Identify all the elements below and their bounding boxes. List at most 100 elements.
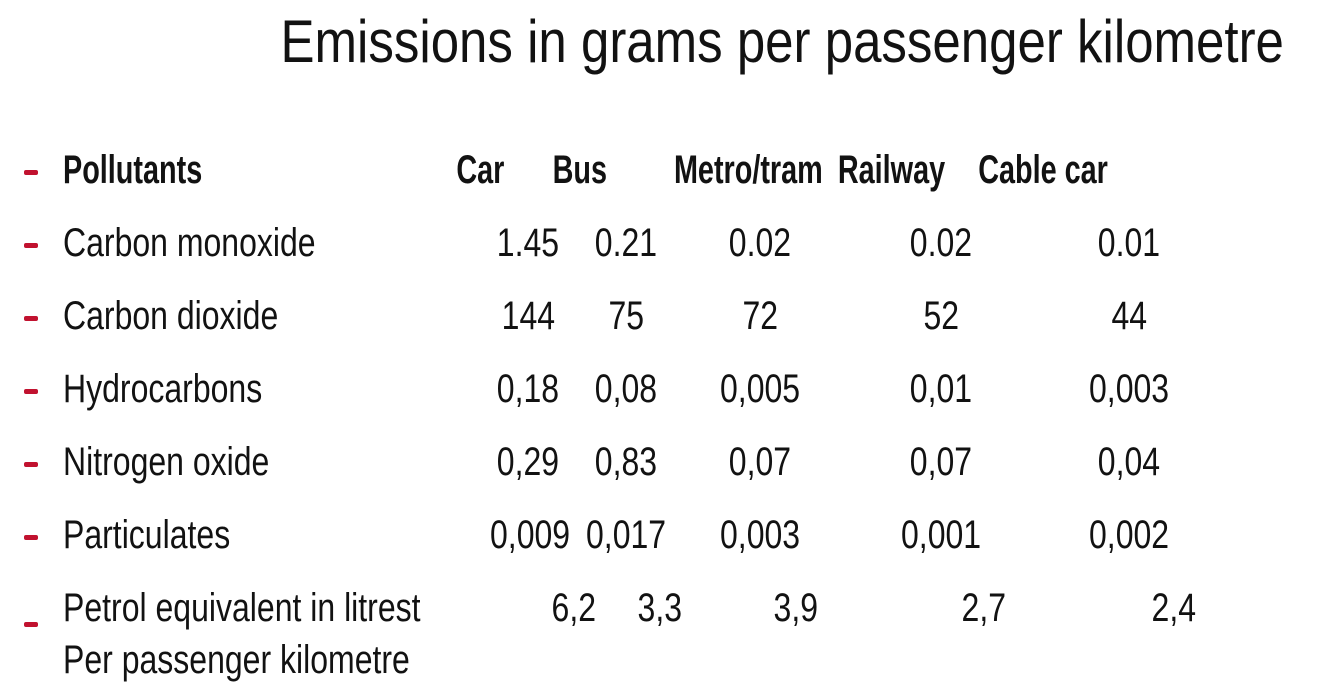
value-text: 6,2 [551, 586, 597, 630]
dash-bullet-icon [24, 242, 38, 248]
column-header-text: Pollutants [63, 148, 203, 192]
value-text: 0,07 [909, 440, 973, 484]
row-bullet-cell [0, 280, 40, 353]
value-cell: 0,07 [676, 426, 844, 499]
row-bullet-cell [0, 353, 40, 426]
value-cell: 2,7 [844, 572, 1038, 686]
value-text: 0,003 [1088, 367, 1170, 411]
value-text: 0,009 [490, 513, 571, 557]
pollutant-label: Nitrogen oxide [63, 440, 270, 484]
page-title: Emissions in grams per passenger kilomet… [192, 6, 1322, 78]
pollutant-label: Particulates [63, 513, 231, 557]
column-header-text: Metro/tram [673, 148, 823, 192]
value-text: 3,3 [637, 586, 683, 630]
pollutant-label-cell: Carbon dioxide [40, 280, 480, 353]
value-text: 0,005 [719, 367, 801, 411]
header-bullet-cell [0, 134, 40, 207]
pollutant-label-cell: Nitrogen oxide [40, 426, 480, 499]
column-header-bus: Bus [553, 134, 676, 207]
value-cell: 3,9 [676, 572, 844, 686]
row-bullet-cell [0, 207, 40, 280]
value-text: 0.02 [728, 221, 792, 265]
column-header-text: Bus [552, 148, 608, 192]
value-text: 0,83 [594, 440, 658, 484]
value-text: 0.02 [909, 221, 973, 265]
value-text: 0,017 [586, 513, 667, 557]
value-cell: 0,009 [480, 499, 576, 572]
value-cell: 0,83 [576, 426, 676, 499]
value-cell: 0,003 [1038, 353, 1220, 426]
value-text: 0,01 [909, 367, 973, 411]
column-header-car: Car [456, 134, 576, 207]
value-text: 75 [608, 294, 644, 338]
dash-bullet-icon [24, 461, 38, 467]
value-cell: 0.21 [576, 207, 676, 280]
value-cell: 0,01 [844, 353, 1038, 426]
column-header-text: Cable car [978, 148, 1108, 192]
value-cell: 0,003 [676, 499, 844, 572]
value-text: 0.01 [1097, 221, 1161, 265]
value-cell: 0.01 [1038, 207, 1220, 280]
value-cell: 44 [1038, 280, 1220, 353]
value-cell: 0,04 [1038, 426, 1220, 499]
value-text: 3,9 [773, 586, 819, 630]
value-text: 44 [1111, 294, 1147, 338]
value-text: 52 [923, 294, 959, 338]
value-cell: 0,001 [844, 499, 1038, 572]
table-row: Particulates 0,009 0,017 0,003 0,001 0,002 [0, 499, 1220, 572]
value-text: 0,003 [719, 513, 801, 557]
value-cell: 0.02 [676, 207, 844, 280]
pollutant-label-cell: Petrol equivalent in litrest Per passenge… [40, 572, 480, 686]
value-cell: 72 [676, 280, 844, 353]
value-cell: 0.02 [844, 207, 1038, 280]
table-row: Petrol equivalent in litrest Per passenge… [0, 572, 1220, 686]
value-cell: 52 [844, 280, 1038, 353]
table-body: Carbon monoxide 1.45 0.21 0.02 0.02 0.01 Carbo… [0, 207, 1220, 686]
column-header-pollutants: Pollutants [40, 134, 480, 207]
column-header-railway: Railway [837, 134, 1038, 207]
table-row: Nitrogen oxide 0,29 0,83 0,07 0,07 0,04 [0, 426, 1220, 499]
value-text: 0,29 [496, 440, 560, 484]
value-cell: 0,005 [676, 353, 844, 426]
value-text: 2,4 [1151, 586, 1197, 630]
pollutant-label: Petrol equivalent in litrest [63, 586, 421, 630]
pollutant-label: Hydrocarbons [63, 367, 263, 411]
dash-bullet-icon [24, 621, 38, 627]
value-cell: 75 [576, 280, 676, 353]
table-row: Hydrocarbons 0,18 0,08 0,005 0,01 0,003 [0, 353, 1220, 426]
value-cell: 0,07 [844, 426, 1038, 499]
pollutant-label-cell: Hydrocarbons [40, 353, 480, 426]
value-text: 0,08 [594, 367, 658, 411]
value-cell: 6,2 [480, 572, 596, 686]
column-header-metro-tram: Metro/tram [673, 134, 844, 207]
value-text: 0,04 [1097, 440, 1161, 484]
value-cell: 3,3 [576, 572, 682, 686]
table-row: Carbon monoxide 1.45 0.21 0.02 0.02 0.01 [0, 207, 1220, 280]
column-header-text: Railway [837, 148, 945, 192]
value-text: 0.21 [594, 221, 658, 265]
value-cell: 0,18 [480, 353, 576, 426]
value-text: 0,001 [900, 513, 982, 557]
pollutant-label: Carbon dioxide [63, 294, 279, 338]
column-header-text: Car [455, 148, 505, 192]
column-header-cable-car: Cable car [978, 134, 1220, 207]
value-cell: 0,002 [1038, 499, 1220, 572]
value-cell: 2,4 [1038, 572, 1220, 686]
pollutant-label: Carbon monoxide [63, 221, 316, 265]
row-bullet-cell [0, 426, 40, 499]
pollutant-label-line2: Per passenger kilometre [63, 638, 410, 682]
dash-bullet-icon [24, 534, 38, 540]
value-cell: 1.45 [480, 207, 576, 280]
page-title-text: Emissions in grams per passenger kilomet… [280, 8, 1284, 75]
value-text: 0,07 [728, 440, 792, 484]
row-bullet-cell [0, 499, 40, 572]
header-row: Pollutants Car Bus Metro/tram Railway Ca… [0, 134, 1220, 207]
value-text: 1.45 [496, 221, 560, 265]
dash-bullet-icon [24, 315, 38, 321]
value-text: 0,002 [1088, 513, 1170, 557]
value-text: 0,18 [496, 367, 560, 411]
pollutant-label-cell: Carbon monoxide [40, 207, 480, 280]
value-cell: 0,017 [576, 499, 676, 572]
emissions-table: Pollutants Car Bus Metro/tram Railway Ca… [0, 134, 1220, 686]
